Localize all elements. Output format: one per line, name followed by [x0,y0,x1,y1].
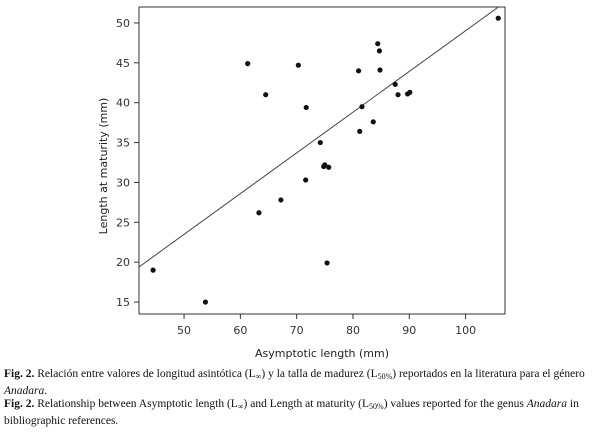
figure-caption-english: Fig. 2. Relationship between Asymptotic … [4,397,610,428]
data-point [317,139,323,146]
caption-text: ) y la talla de madurez (L [261,368,378,380]
caption-subscript: 50% [369,402,384,411]
x-tick-label: 60 [233,324,247,337]
caption-genus: Anadara [526,398,568,410]
data-point [295,62,301,68]
data-point [392,81,398,87]
caption-text: . [44,385,48,397]
caption-text: in bibliographic references. [4,398,579,427]
data-point [324,260,330,266]
data-point [256,210,262,216]
caption-text: ) values reported for the genus [383,398,527,410]
chart-area: 50 60 70 80 90 100 15 20 25 30 35 40 45 50 Asymptoti… [97,6,506,360]
y-axis-ticks: 15 20 25 30 35 40 45 50 [116,17,139,309]
regression-line [139,7,500,268]
data-point [150,267,156,273]
y-tick-label: 50 [116,17,130,30]
x-tick-label: 90 [402,324,416,337]
caption-text: ) and Length at maturity (L [243,398,370,410]
data-point [303,177,309,183]
caption-text: Relación entre valores de longitud asint… [34,368,256,380]
data-point [202,299,209,305]
data-point [376,48,383,54]
x-tick-label: 80 [346,324,360,337]
y-tick-label: 40 [116,97,130,110]
data-point [395,92,401,98]
caption-label: Fig. 2. [4,398,35,410]
y-tick-label: 35 [116,137,130,150]
data-point [359,104,365,110]
data-point [377,67,383,73]
caption-subscript: ∞ [255,372,262,381]
caption-text: Relationship between Asymptotic length (… [34,398,238,410]
caption-label: Fig. 2. [4,368,35,380]
data-point [370,119,376,125]
data-point [303,104,309,111]
x-tick-label: 100 [455,324,476,337]
y-tick-label: 30 [116,176,130,189]
plot-frame [138,6,506,315]
x-axis-title: Asymptotic length (mm) [255,347,389,360]
y-tick-label: 45 [116,57,130,70]
caption-genus: Anadara [4,385,45,397]
data-point [357,128,363,134]
regression-line-layer [139,7,500,268]
data-point [375,41,381,47]
data-point [278,197,284,203]
data-point [263,92,269,98]
y-tick-label: 25 [116,216,130,229]
data-point [356,68,362,74]
data-point [407,89,413,95]
caption-text: ) reportados en la literatura para el gé… [392,368,585,380]
data-points-layer [150,15,501,305]
caption-subscript: ∞ [237,402,244,411]
data-point [245,61,251,67]
x-tick-label: 50 [177,324,191,337]
figure-caption-spanish: Fig. 2. Relación entre valores de longit… [4,367,610,398]
data-point [326,164,332,170]
data-point [495,15,501,21]
scatter-plot: 50 60 70 80 90 100 15 20 25 30 35 40 45 50 Asymptoti… [97,6,506,360]
data-point [322,162,328,168]
y-axis-title: Length at maturity (mm) [97,98,110,235]
caption-subscript: 50% [377,372,393,381]
x-axis-ticks: 50 60 70 80 90 100 [177,314,476,337]
x-tick-label: 70 [290,324,304,337]
y-tick-label: 20 [116,256,130,269]
y-tick-label: 15 [116,296,130,309]
